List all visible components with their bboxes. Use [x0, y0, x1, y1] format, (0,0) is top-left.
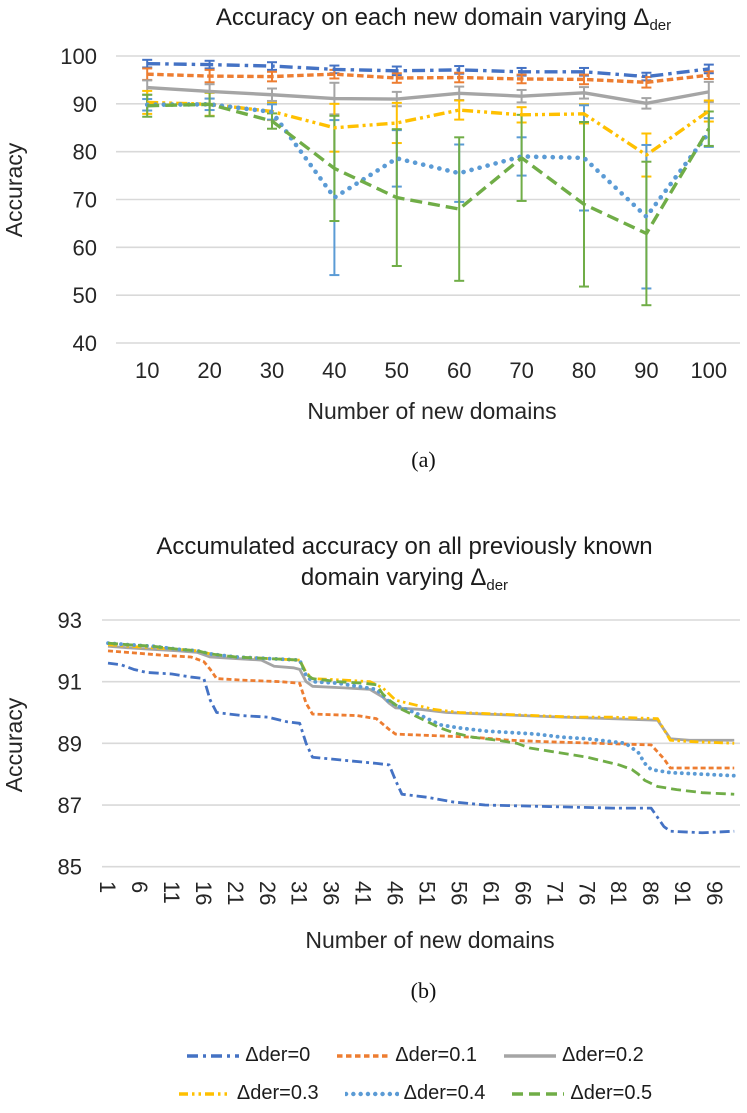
legend-label: Δder=0.4	[403, 1082, 486, 1104]
legend-label: Δder=0.3	[236, 1082, 319, 1104]
svg-text:Accuracy: Accuracy	[1, 142, 27, 237]
series-Δder=0.4	[144, 102, 712, 220]
svg-text:76: 76	[574, 881, 599, 905]
svg-text:10: 10	[135, 358, 159, 383]
legend-swatch-dashdot	[187, 1053, 240, 1058]
svg-text:85: 85	[58, 855, 82, 880]
svg-text:36: 36	[319, 881, 344, 905]
svg-text:60: 60	[73, 235, 97, 260]
legend-swatch-dashdotdot	[178, 1091, 231, 1096]
legend-row: Δder=0 Δder=0.1 Δder=0.2	[186, 1044, 644, 1067]
legend-item-Δder=0.1: Δder=0.1	[336, 1044, 477, 1067]
legend-swatch-longdash	[512, 1091, 565, 1096]
errorbars-Δder=0.4	[142, 97, 714, 290]
svg-text:26: 26	[255, 881, 280, 905]
svg-text:16: 16	[191, 881, 216, 905]
series-Δder=0.1	[107, 649, 735, 770]
svg-text:Number of new domains: Number of new domains	[307, 398, 556, 424]
svg-text:81: 81	[606, 881, 631, 905]
svg-text:91: 91	[58, 670, 82, 695]
chart-b-title: Accumulated accuracy on all previously k…	[0, 531, 747, 601]
caption-a: (a)	[411, 447, 436, 472]
svg-text:56: 56	[446, 881, 471, 905]
svg-text:100: 100	[690, 358, 727, 383]
svg-text:89: 89	[58, 731, 82, 756]
chart-b-title-line2: domain varying Δder	[300, 564, 509, 594]
svg-text:61: 61	[478, 881, 503, 905]
svg-text:30: 30	[260, 358, 284, 383]
svg-text:50: 50	[73, 283, 97, 308]
svg-text:46: 46	[383, 881, 408, 905]
series-Δder=0.2	[107, 644, 735, 742]
legend-item-Δder=0: Δder=0	[186, 1044, 310, 1067]
legend-swatch-dot	[344, 1091, 399, 1096]
svg-text:100: 100	[60, 44, 97, 69]
delta-der-subscript: der	[649, 17, 672, 34]
svg-text:21: 21	[223, 881, 248, 905]
svg-text:1: 1	[95, 881, 120, 893]
series-Δder=0.3	[147, 100, 710, 157]
legend-label: Δder=0	[245, 1044, 311, 1066]
series-Δder=0.1	[147, 72, 709, 85]
svg-text:87: 87	[58, 793, 82, 818]
svg-text:71: 71	[542, 881, 567, 905]
legend-item-Δder=0.4: Δder=0.4	[344, 1082, 486, 1105]
svg-text:31: 31	[287, 881, 312, 905]
chart-a-plot: 40 50 60 70 80 90 100 10 20 30 40 50 60 70 80 90 100 Numb…	[1, 44, 740, 424]
svg-text:90: 90	[73, 92, 97, 117]
chart-a-title-text: Accuracy on each new domain varying Δ	[215, 4, 650, 31]
svg-text:Accuracy: Accuracy	[1, 697, 27, 792]
svg-text:Number of new domains: Number of new domains	[305, 927, 554, 953]
svg-text:20: 20	[197, 358, 221, 383]
svg-text:41: 41	[351, 881, 376, 905]
svg-text:96: 96	[702, 881, 727, 905]
svg-text:40: 40	[322, 358, 346, 383]
legend: Δder=0 Δder=0.1 Δder=0.2 Δder=0.3 Δder=0.4 Δd…	[0, 1044, 747, 1105]
svg-text:51: 51	[415, 881, 440, 905]
svg-text:86: 86	[638, 881, 663, 905]
svg-text:80: 80	[572, 358, 596, 383]
series-Δder=0.2	[147, 85, 710, 106]
svg-text:93: 93	[58, 608, 82, 633]
legend-item-Δder=0.3: Δder=0.3	[178, 1082, 319, 1105]
svg-text:90: 90	[634, 358, 658, 383]
series-Δder=0.5	[147, 102, 711, 236]
legend-swatch-dash	[337, 1053, 390, 1058]
legend-label: Δder=0.5	[570, 1082, 653, 1104]
series-Δder=0.4	[106, 641, 737, 778]
legend-label: Δder=0.2	[562, 1044, 644, 1066]
series-Δder=0	[107, 661, 735, 835]
series-Δder=0.5	[107, 641, 735, 796]
caption-b: (b)	[410, 978, 437, 1003]
delta-der-subscript: der	[486, 577, 509, 594]
svg-text:70: 70	[509, 358, 533, 383]
legend-item-Δder=0.2: Δder=0.2	[503, 1044, 644, 1067]
svg-text:50: 50	[385, 358, 409, 383]
svg-text:70: 70	[73, 188, 97, 213]
svg-text:66: 66	[510, 881, 535, 905]
legend-swatch-solid	[504, 1053, 557, 1058]
svg-text:11: 11	[159, 881, 184, 904]
legend-item-Δder=0.5: Δder=0.5	[511, 1082, 652, 1105]
svg-text:60: 60	[447, 358, 471, 383]
svg-text:6: 6	[127, 881, 152, 893]
legend-label: Δder=0.1	[395, 1044, 478, 1066]
svg-text:80: 80	[73, 140, 97, 165]
chart-a-title: Accuracy on each new domain varying Δder	[0, 4, 747, 34]
chart-b-title-line1: Accumulated accuracy on all previously k…	[156, 533, 653, 560]
svg-text:40: 40	[73, 331, 97, 356]
legend-row: Δder=0.3 Δder=0.4 Δder=0.5	[178, 1082, 652, 1105]
series-Δder=0.3	[107, 643, 735, 745]
svg-text:91: 91	[670, 881, 695, 905]
